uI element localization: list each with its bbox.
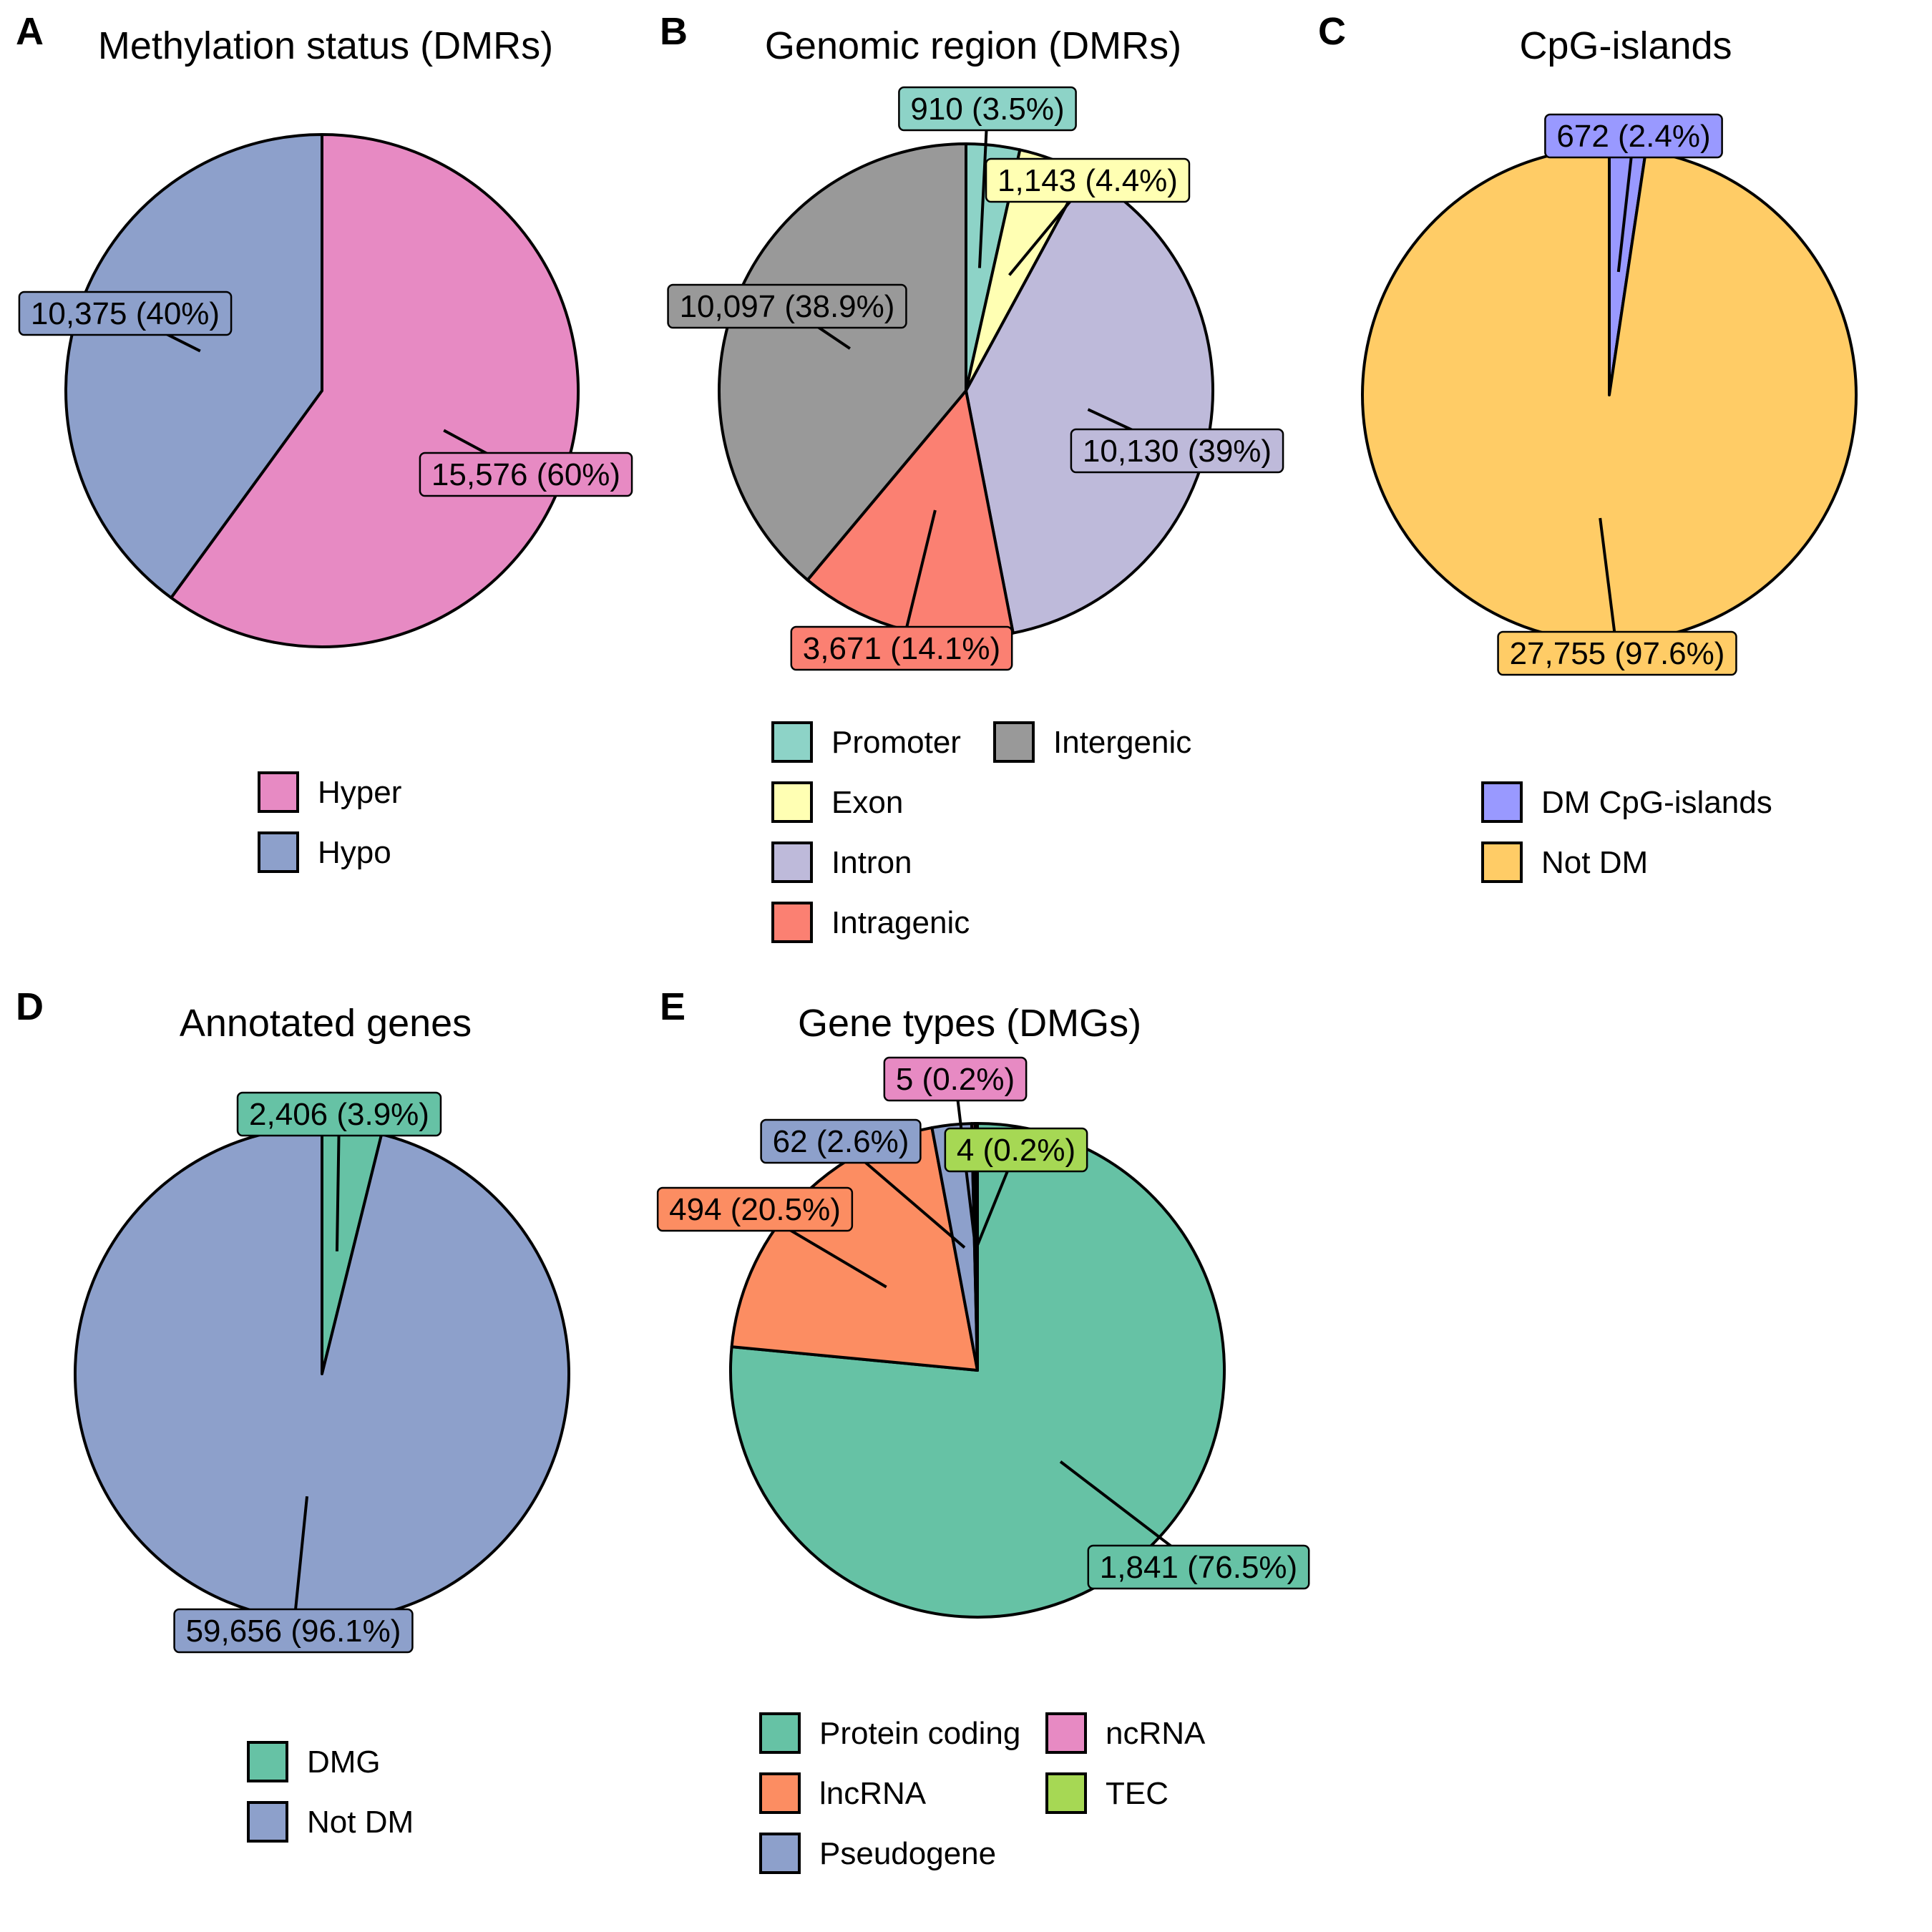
slice-label-box: [18, 291, 233, 336]
panel-letter: A: [16, 10, 44, 53]
legend-label: ncRNA: [1106, 1716, 1206, 1751]
legend-swatch: [1045, 1712, 1087, 1754]
legend-label: Not DM: [1541, 845, 1648, 880]
slice-label-box: [985, 157, 1191, 203]
panel-title: Methylation status (DMRs): [98, 24, 553, 67]
slice-label-box: [236, 1091, 442, 1137]
slice-label-text: 1,143 (4.4%): [997, 163, 1178, 198]
pie-slice-tec: [973, 1122, 979, 1372]
label-leader-line: [900, 509, 937, 649]
legend-swatch: [771, 902, 813, 943]
pie-slice-not-dm: [1361, 147, 1858, 643]
panel-title: Annotated genes: [180, 1002, 472, 1045]
legend-swatch: [759, 1712, 801, 1754]
legend: DM CpG-islands Not DM: [1481, 781, 1772, 883]
panel-b: B Genomic region (DMRs) 910 (3.5%) 1,143 (4…: [660, 10, 1284, 943]
panel-d: D Annotated genes 2,406 (3.9%) 59,656 (96.1…: [16, 985, 570, 1843]
slice-label-text: 910 (3.5%): [910, 92, 1064, 127]
slice-label-text: 62 (2.6%): [773, 1124, 909, 1159]
slice-label-text: 2,406 (3.9%): [249, 1097, 429, 1132]
slice-label-text: 672 (2.4%): [1556, 119, 1710, 154]
panel-letter: E: [660, 985, 686, 1028]
legend-swatch: [993, 721, 1035, 763]
legend: Protein coding lncRNA Pseudogene ncRNA TEC: [759, 1712, 1206, 1874]
slice-label-text: 494 (20.5%): [669, 1192, 841, 1227]
label-leader-line: [292, 1496, 309, 1631]
label-leader-line: [335, 1113, 341, 1252]
slice-label-text: 27,755 (97.6%): [1510, 636, 1725, 671]
legend-swatch: [258, 831, 299, 873]
panel-title: CpG-islands: [1519, 24, 1732, 67]
legend-label: DM CpG-islands: [1541, 785, 1772, 820]
legend-label: Intergenic: [1053, 725, 1191, 760]
legend-swatch: [1481, 841, 1523, 883]
legend-swatch: [247, 1741, 288, 1782]
panel-e: E Gene types (DMGs) 1,841 (76.5%) 494 (20.5…: [656, 985, 1310, 1874]
slice-label-box: [790, 625, 1013, 671]
legend-label: Exon: [831, 785, 903, 820]
legend-swatch: [1481, 781, 1523, 823]
legend-swatch: [771, 781, 813, 823]
legend-label: TEC: [1106, 1776, 1169, 1811]
slice-label-box: [1544, 113, 1723, 159]
slice-label-text: 10,375 (40%): [31, 296, 220, 331]
slice-label-text: 4 (0.2%): [957, 1133, 1075, 1168]
legend-swatch: [1045, 1772, 1087, 1814]
slice-label-text: 10,097 (38.9%): [680, 289, 895, 324]
legend-label: Intragenic: [831, 905, 970, 940]
slice-label-box: [173, 1608, 414, 1654]
legend-label: Intron: [831, 845, 912, 880]
label-leader-line: [1616, 135, 1635, 273]
legend: Promoter Exon Intron Intragenic Intergenic: [771, 721, 1191, 943]
slice-label-text: 5 (0.2%): [896, 1062, 1015, 1097]
legend-swatch: [258, 771, 299, 813]
pie-slice-intron: [965, 172, 1214, 635]
legend-label: Protein coding: [819, 1716, 1020, 1751]
panel-letter: D: [16, 985, 44, 1028]
legend-label: Promoter: [831, 725, 961, 760]
legend-label: Not DM: [307, 1805, 414, 1840]
slice-label-box: [656, 1186, 854, 1232]
legend: DMG Not DM: [247, 1741, 414, 1843]
legend: Hyper Hypo: [258, 771, 401, 873]
panel-title: Gene types (DMGs): [798, 1002, 1141, 1045]
slice-label-box: [1087, 1544, 1310, 1590]
legend-swatch: [771, 721, 813, 763]
slice-label-box: [1070, 428, 1284, 474]
panel-letter: C: [1318, 10, 1346, 53]
slice-label-text: 59,656 (96.1%): [186, 1614, 401, 1649]
legend-label: DMG: [307, 1745, 381, 1780]
panel-title: Genomic region (DMRs): [765, 24, 1181, 67]
legend-label: lncRNA: [819, 1776, 927, 1811]
label-leader-line: [977, 108, 989, 268]
panel-a: A Methylation status (DMRs) 15,576 (60%) 10…: [16, 10, 633, 873]
legend-label: Pseudogene: [819, 1836, 996, 1871]
legend-label: Hypo: [318, 835, 391, 870]
legend-label: Hyper: [318, 775, 401, 810]
legend-swatch: [771, 841, 813, 883]
slice-label-box: [944, 1127, 1088, 1173]
slice-label-text: 15,576 (60%): [431, 457, 620, 492]
slice-label-box: [419, 452, 633, 497]
slice-label-text: 10,130 (39%): [1083, 434, 1272, 469]
slice-label-box: [898, 86, 1077, 132]
slice-label-box: [883, 1056, 1028, 1102]
pie-slice-not-dm: [74, 1126, 570, 1622]
slice-label-box: [760, 1118, 922, 1164]
legend-swatch: [759, 1772, 801, 1814]
label-leader-line: [1599, 517, 1619, 654]
slice-label-text: 3,671 (14.1%): [803, 631, 1000, 666]
legend-swatch: [247, 1801, 288, 1843]
panel-c: C CpG-islands 672 (2.4%) 27,755 (97.6%) DM C…: [1318, 10, 1858, 883]
slice-label-box: [1497, 630, 1737, 676]
panel-letter: B: [660, 10, 688, 53]
slice-label-box: [667, 283, 907, 329]
legend-swatch: [759, 1833, 801, 1874]
slice-label-text: 1,841 (76.5%): [1100, 1550, 1297, 1585]
